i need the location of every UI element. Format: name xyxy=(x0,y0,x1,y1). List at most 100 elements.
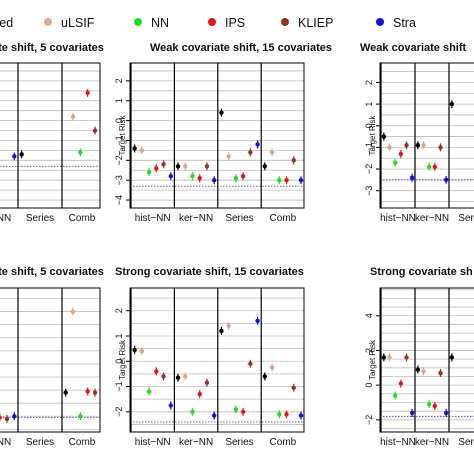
y-tick-label: −1 xyxy=(114,381,124,391)
data-point xyxy=(197,174,202,183)
category-label: hist−NN xyxy=(135,213,171,224)
category-label: hist−NN xyxy=(380,437,416,448)
data-point xyxy=(161,372,166,381)
legend-marker-1 xyxy=(44,18,52,26)
legend-label-1: uLSIF xyxy=(61,16,95,30)
y-tick-label: 0 xyxy=(114,359,124,364)
data-point xyxy=(85,88,90,97)
y-tick-label: −1 xyxy=(114,135,124,145)
data-point xyxy=(85,387,90,396)
data-point xyxy=(146,168,152,177)
data-point xyxy=(381,353,387,362)
panel-title-5: Strong covariate sh xyxy=(370,266,473,278)
category-label: NN xyxy=(0,213,11,224)
data-point xyxy=(154,164,159,173)
data-point xyxy=(92,126,98,135)
data-point xyxy=(183,162,188,171)
y-axis-label: Target Risk xyxy=(118,339,127,380)
data-point xyxy=(190,172,195,181)
legend-label-0: sed xyxy=(0,16,13,30)
data-point xyxy=(415,141,421,150)
panel-title-1: Weak covariate shift, 15 covariates xyxy=(150,42,332,54)
category-label: Series xyxy=(26,437,54,448)
data-point xyxy=(291,383,296,392)
data-point xyxy=(219,326,224,335)
y-tick-label: −2 xyxy=(114,407,124,417)
data-point xyxy=(421,141,426,150)
data-point xyxy=(255,140,260,149)
y-tick-label: −2 xyxy=(114,155,124,165)
data-point xyxy=(298,411,304,420)
y-tick-label: 1 xyxy=(114,98,124,103)
legend-label-3: IPS xyxy=(225,16,245,30)
data-point xyxy=(70,112,76,121)
data-point xyxy=(432,162,438,171)
panel-frame xyxy=(129,62,305,209)
legend-marker-3 xyxy=(208,18,216,26)
data-point xyxy=(387,353,392,362)
panel-title-4: Strong covariate shift, 15 covariates xyxy=(115,266,304,278)
data-point xyxy=(284,176,289,185)
data-point xyxy=(12,152,17,161)
panel-0: ate shift, 5 covariates NN Series Comb xyxy=(0,42,104,224)
data-point xyxy=(19,150,24,159)
data-point xyxy=(219,108,224,117)
panel-frame xyxy=(0,287,101,433)
panel-frame xyxy=(379,62,474,209)
y-tick-label: 1 xyxy=(114,333,124,338)
legend-label-2: NN xyxy=(151,16,169,30)
data-point xyxy=(175,162,181,171)
category-label: hist−NN xyxy=(380,213,416,224)
panel-2: Weak covariate shift 2 1 0 −1 −2 −3 Target Risk… xyxy=(360,42,474,224)
data-point xyxy=(248,148,253,157)
category-label: Comb xyxy=(270,437,297,448)
y-tick-label: 4 xyxy=(364,313,374,318)
category-label: Series xyxy=(26,213,54,224)
data-point xyxy=(233,174,239,183)
data-point xyxy=(211,411,217,420)
data-point xyxy=(409,408,415,417)
data-point xyxy=(183,372,188,381)
y-tick-label: −2 xyxy=(364,164,374,174)
data-point xyxy=(298,176,304,185)
panel-frame xyxy=(129,287,305,433)
y-axis-label: Target Risk xyxy=(118,114,127,155)
data-point xyxy=(392,158,398,167)
category-label: ker−NN xyxy=(179,213,213,224)
data-point xyxy=(154,367,159,376)
data-point xyxy=(291,156,296,165)
data-point xyxy=(190,407,195,416)
legend-marker-2 xyxy=(134,18,142,26)
data-point xyxy=(168,401,173,410)
data-point xyxy=(443,408,449,417)
data-point xyxy=(240,407,246,416)
data-point xyxy=(449,353,455,362)
panel-5: Strong covariate sh 4 2 0 −2 Target Risk hist−… xyxy=(364,266,474,448)
category-label: Series xyxy=(225,437,253,448)
y-tick-label: −4 xyxy=(114,195,124,205)
data-point xyxy=(262,372,268,381)
category-label: Comb xyxy=(69,213,96,224)
category-label: Ser xyxy=(458,213,474,224)
data-point xyxy=(262,162,268,171)
data-point xyxy=(12,412,17,421)
data-point xyxy=(197,390,202,399)
legend-marker-5 xyxy=(376,18,384,26)
panel-frame xyxy=(379,287,474,433)
data-point xyxy=(421,367,426,376)
data-point xyxy=(226,321,231,330)
data-point xyxy=(175,373,181,382)
data-point xyxy=(0,413,2,422)
panel-4: Strong covariate shift, 15 covariates 2 1 0… xyxy=(114,266,305,448)
data-point xyxy=(92,388,98,397)
y-tick-label: 2 xyxy=(364,80,374,85)
data-point xyxy=(426,400,432,409)
data-point xyxy=(161,160,166,169)
legend: sed uLSIF NN IPS KLIEP Stra xyxy=(0,16,416,30)
y-tick-label: −3 xyxy=(364,186,374,196)
data-point xyxy=(404,141,409,150)
y-tick-label: −3 xyxy=(114,175,124,185)
category-label: NN xyxy=(0,437,11,448)
data-point xyxy=(381,132,387,141)
category-label: hist−NN xyxy=(135,437,171,448)
